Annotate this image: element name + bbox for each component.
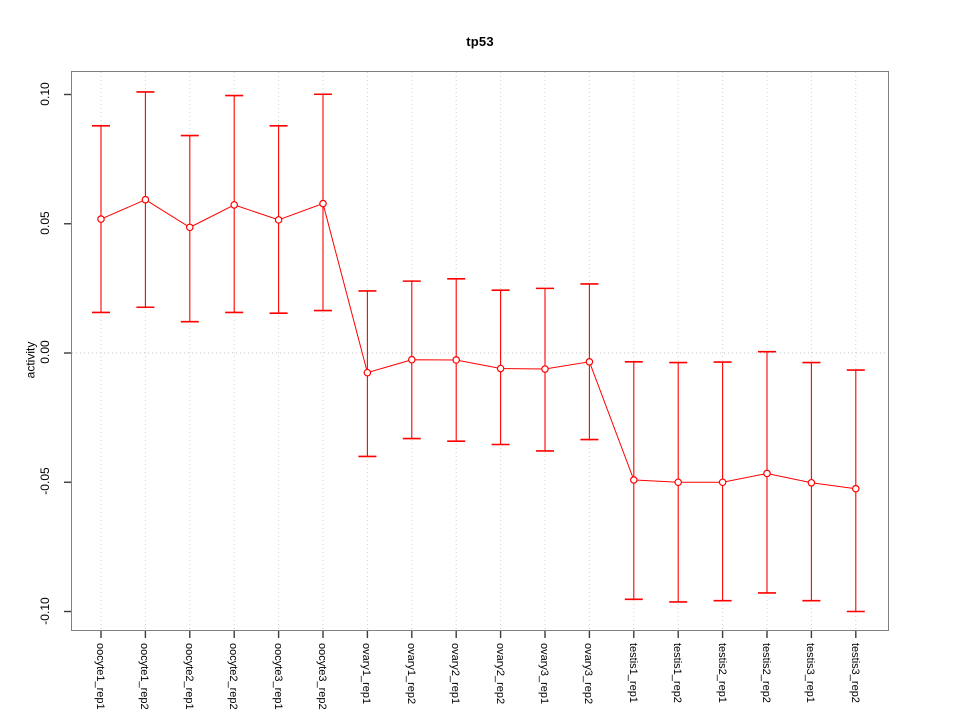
y-tick-label: -0.10 (38, 596, 52, 625)
error-bars (92, 91, 865, 613)
x-axis-ticks (100, 631, 857, 638)
x-tick-label: ovary2_rep1 (449, 643, 462, 705)
data-point-markers (97, 195, 860, 493)
x-tick-label: ovary2_rep2 (493, 643, 506, 705)
y-tick-label: 0.05 (38, 211, 52, 235)
x-tick-label: ovary3_rep2 (582, 643, 595, 705)
x-tick-label: testis1_rep1 (626, 643, 639, 703)
plot-frame (71, 71, 889, 631)
x-tick-label: testis3_rep1 (804, 643, 817, 703)
x-tick-label: ovary3_rep1 (538, 643, 550, 705)
x-tick-label: testis2_rep2 (760, 643, 772, 703)
x-tick-label: oocyte2_rep1 (182, 643, 195, 710)
x-tick-label: oocyte3_rep1 (271, 643, 284, 710)
x-tick-label: oocyte1_rep1 (94, 643, 106, 710)
x-tick-label: testis1_rep2 (671, 643, 684, 703)
x-tick-label: testis2_rep1 (715, 643, 728, 703)
x-tick-label: oocyte1_rep2 (138, 643, 151, 710)
vertical-gridlines (100, 72, 857, 630)
y-tick-label: 0.00 (38, 340, 52, 364)
series-connecting-line (100, 199, 856, 490)
y-axis-ticks (64, 93, 71, 613)
x-tick-label: ovary1_rep1 (360, 643, 373, 705)
y-tick-label: 0.10 (38, 81, 52, 106)
y-tick-label: -0.05 (38, 467, 52, 495)
x-tick-label: oocyte3_rep2 (316, 643, 328, 710)
x-tick-label: testis3_rep2 (848, 643, 861, 703)
chart-title: tp53 (466, 34, 494, 49)
x-tick-label: oocyte2_rep2 (227, 643, 240, 710)
x-tick-label: ovary1_rep2 (404, 643, 417, 705)
